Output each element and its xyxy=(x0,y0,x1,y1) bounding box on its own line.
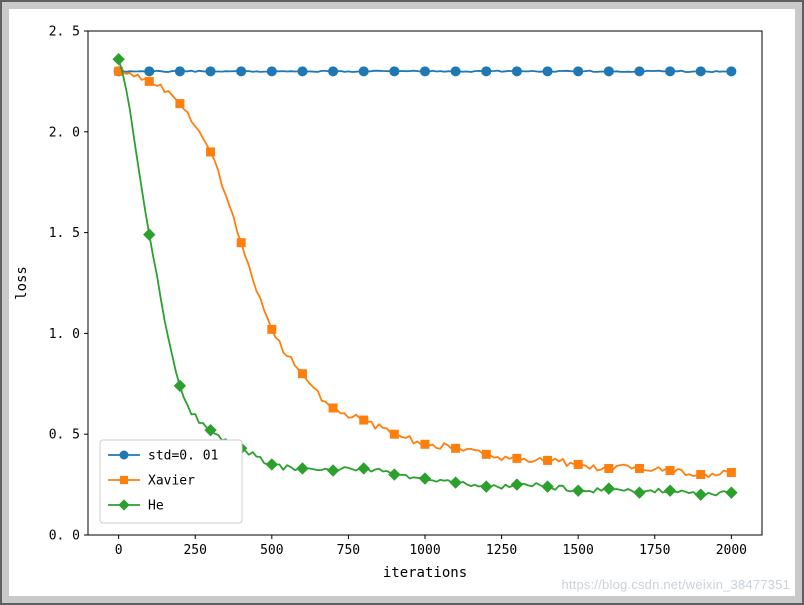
series-std-0-01 xyxy=(113,66,737,77)
svg-text:1250: 1250 xyxy=(486,543,517,558)
legend-entry-he: He xyxy=(108,499,164,514)
svg-text:500: 500 xyxy=(260,543,283,558)
legend-entry-std-0-01: std=0. 01 xyxy=(108,449,218,464)
svg-text:1000: 1000 xyxy=(409,543,440,558)
y-axis-label: loss xyxy=(14,266,30,300)
x-axis: 0 250 500 750 1000 1250 1500 1750 2000 iterations xyxy=(115,535,747,581)
legend-label: std=0. 01 xyxy=(148,449,218,464)
svg-text:250: 250 xyxy=(183,543,206,558)
svg-text:0. 0: 0. 0 xyxy=(49,529,80,544)
svg-text:2000: 2000 xyxy=(716,543,747,558)
svg-text:1750: 1750 xyxy=(639,543,670,558)
legend-label: He xyxy=(148,499,164,514)
figure-canvas: 0 250 500 750 1000 1250 1500 1750 2000 iterations… xyxy=(9,9,795,596)
series-group xyxy=(112,53,738,501)
svg-text:0: 0 xyxy=(115,543,123,558)
legend: std=0. 01 Xavier He xyxy=(99,439,243,524)
series-xavier xyxy=(114,66,736,480)
x-axis-label: iterations xyxy=(383,565,467,581)
svg-text:750: 750 xyxy=(337,543,360,558)
svg-text:1. 5: 1. 5 xyxy=(49,226,80,241)
svg-text:1. 0: 1. 0 xyxy=(49,327,80,342)
y-axis: 0. 0 0. 5 1. 0 1. 5 2. 0 2. 5 loss xyxy=(14,25,88,544)
svg-text:2. 0: 2. 0 xyxy=(49,125,80,140)
loss-chart: 0 250 500 750 1000 1250 1500 1750 2000 iterations… xyxy=(14,25,763,581)
svg-text:0. 5: 0. 5 xyxy=(49,428,80,443)
svg-text:1500: 1500 xyxy=(563,543,594,558)
svg-text:2. 5: 2. 5 xyxy=(49,25,80,40)
legend-entry-xavier: Xavier xyxy=(108,474,195,489)
legend-label: Xavier xyxy=(148,474,195,489)
